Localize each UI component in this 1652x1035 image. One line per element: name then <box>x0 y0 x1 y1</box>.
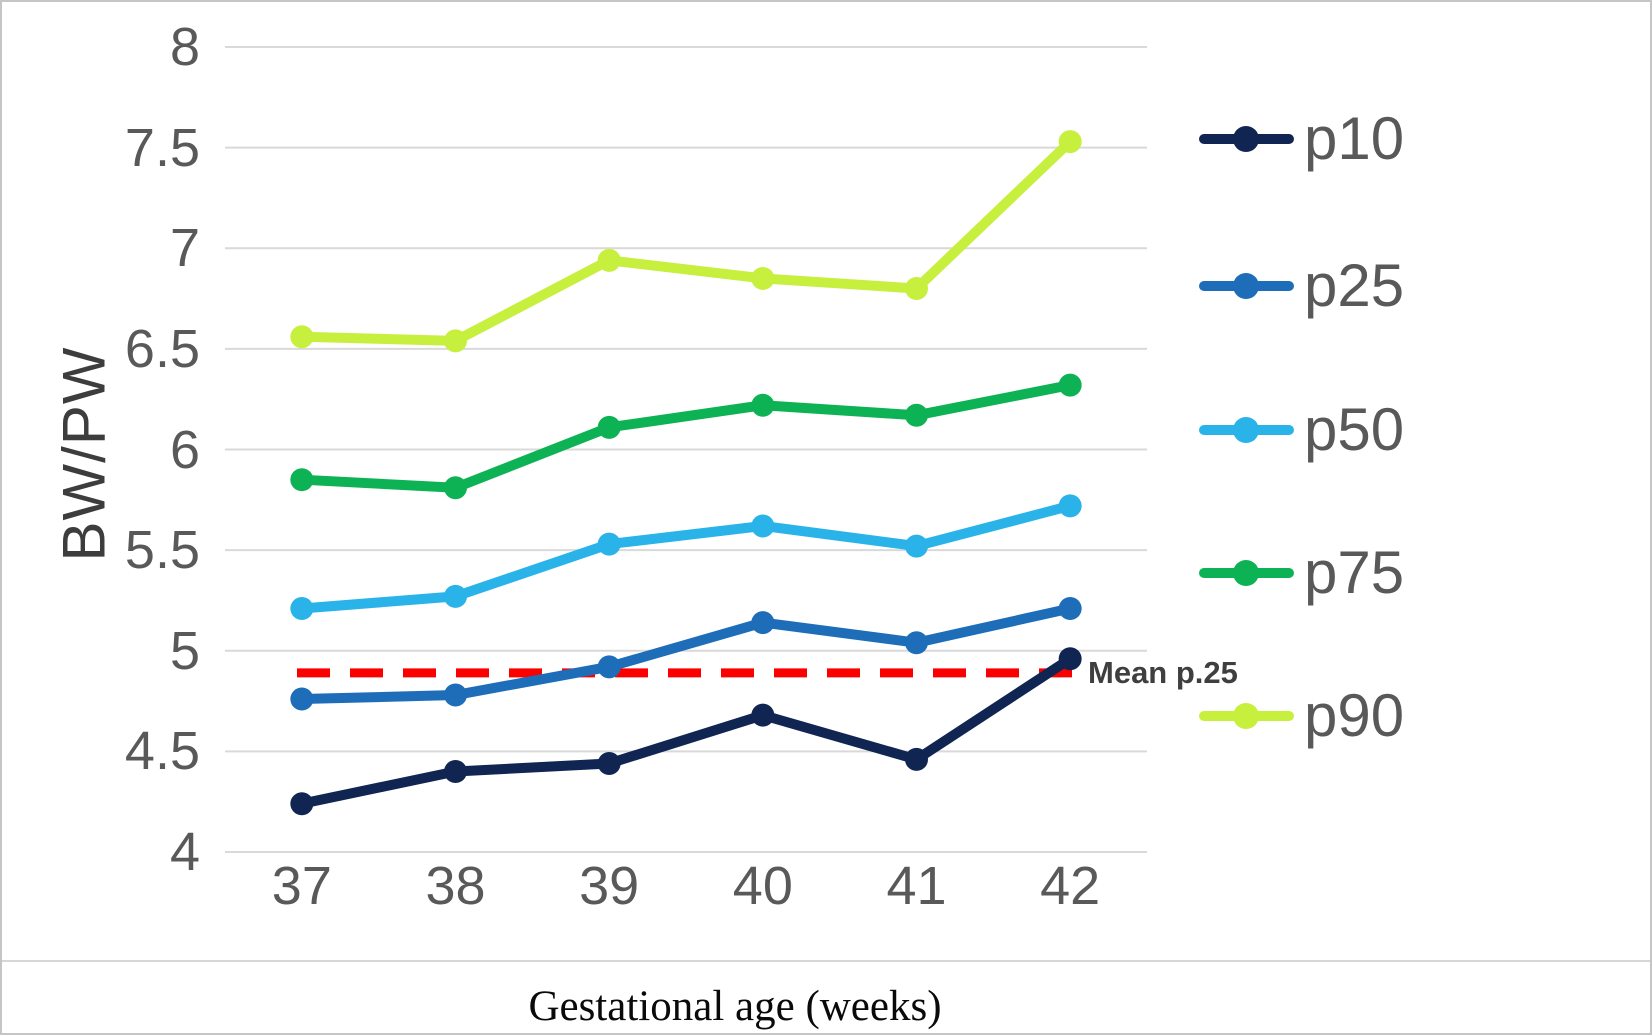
x-tick-label: 42 <box>1040 856 1101 916</box>
legend-label: p90 <box>1304 682 1405 749</box>
legend-dot-marker-icon <box>1233 126 1259 152</box>
data-point-p25-37 <box>290 687 314 711</box>
data-point-p90-38 <box>444 329 467 353</box>
data-point-p50-40 <box>751 514 775 538</box>
data-point-p25-41 <box>905 631 928 655</box>
data-point-p10-39 <box>597 751 621 775</box>
legend-label: p75 <box>1304 539 1405 606</box>
x-tick-label: 39 <box>579 856 640 916</box>
legend-dot-marker-icon <box>1233 560 1259 586</box>
data-point-p50-42 <box>1058 494 1082 518</box>
data-point-p75-39 <box>597 415 621 439</box>
data-point-p25-39 <box>597 655 621 679</box>
y-tick-label: 8 <box>169 17 200 77</box>
data-point-p10-42 <box>1058 647 1082 671</box>
x-tick-label: 37 <box>271 856 332 916</box>
legend-dot-marker-icon <box>1233 273 1259 299</box>
x-axis-title: Gestational age (weeks) <box>528 983 942 1030</box>
y-tick-label: 6 <box>169 419 200 480</box>
legend-label: p50 <box>1304 396 1405 463</box>
y-tick-label: 5.5 <box>124 520 200 581</box>
series-line-p10 <box>296 653 1076 809</box>
data-point-p90-40 <box>751 266 775 290</box>
y-tick-label: 4 <box>169 822 200 882</box>
data-point-p25-40 <box>751 611 775 635</box>
data-point-p50-38 <box>444 584 467 608</box>
series-line-p75 <box>296 380 1076 493</box>
legend-dot-marker-icon <box>1233 417 1259 443</box>
series-line-p50 <box>296 500 1076 614</box>
data-point-p10-37 <box>290 792 314 816</box>
mean-line-label: Mean p.25 <box>1088 655 1238 690</box>
legend-label: p10 <box>1304 105 1405 172</box>
data-point-p10-40 <box>751 703 775 727</box>
data-point-p90-39 <box>597 248 621 272</box>
y-tick-label: 7.5 <box>124 117 200 178</box>
data-point-p10-38 <box>444 760 467 783</box>
data-point-p75-41 <box>905 403 928 427</box>
y-tick-label: 5 <box>169 620 200 681</box>
y-tick-label: 7 <box>169 218 200 279</box>
series-line-p90 <box>296 136 1076 346</box>
data-point-p75-37 <box>290 468 314 492</box>
data-point-p10-41 <box>905 747 928 771</box>
data-point-p75-38 <box>444 476 467 500</box>
bottom-separator-line <box>2 960 1650 962</box>
data-point-p90-42 <box>1058 130 1082 154</box>
y-axis-title: BW/PW <box>50 346 118 562</box>
data-point-p75-42 <box>1058 373 1082 397</box>
y-tick-label: 6.5 <box>124 318 200 379</box>
data-point-p50-39 <box>597 532 621 556</box>
data-point-p25-42 <box>1058 596 1082 620</box>
series-line-p25 <box>296 603 1076 705</box>
y-tick-label: 4.5 <box>124 721 200 782</box>
data-point-p90-41 <box>905 277 928 300</box>
data-point-p50-37 <box>290 596 314 620</box>
data-point-p50-41 <box>905 534 928 558</box>
data-point-p90-37 <box>290 325 314 349</box>
legend-dot-marker-icon <box>1233 703 1259 729</box>
data-point-p25-38 <box>444 683 467 707</box>
legend-label: p25 <box>1304 252 1405 319</box>
x-tick-label: 38 <box>425 856 486 916</box>
x-tick-label: 40 <box>732 856 793 916</box>
data-point-p75-40 <box>751 393 775 417</box>
x-tick-label: 41 <box>886 856 947 916</box>
